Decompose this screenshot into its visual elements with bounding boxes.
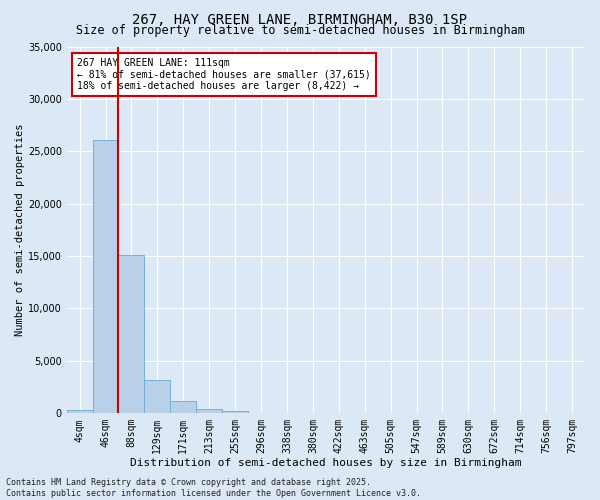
Y-axis label: Number of semi-detached properties: Number of semi-detached properties (15, 124, 25, 336)
Text: 267 HAY GREEN LANE: 111sqm
← 81% of semi-detached houses are smaller (37,615)
18: 267 HAY GREEN LANE: 111sqm ← 81% of semi… (77, 58, 371, 90)
Bar (118, 255, 145, 413)
X-axis label: Distribution of semi-detached houses by size in Birmingham: Distribution of semi-detached houses by … (130, 458, 521, 468)
Bar (170, 400, 196, 413)
Text: Contains HM Land Registry data © Crown copyright and database right 2025.
Contai: Contains HM Land Registry data © Crown c… (6, 478, 421, 498)
Bar (222, 411, 248, 413)
Text: Size of property relative to semi-detached houses in Birmingham: Size of property relative to semi-detach… (76, 24, 524, 37)
Bar (92, 140, 118, 413)
Text: 267, HAY GREEN LANE, BIRMINGHAM, B30 1SP: 267, HAY GREEN LANE, BIRMINGHAM, B30 1SP (133, 12, 467, 26)
Bar (248, 412, 274, 413)
Bar (67, 410, 92, 413)
Bar (145, 380, 170, 413)
Bar (196, 408, 222, 413)
